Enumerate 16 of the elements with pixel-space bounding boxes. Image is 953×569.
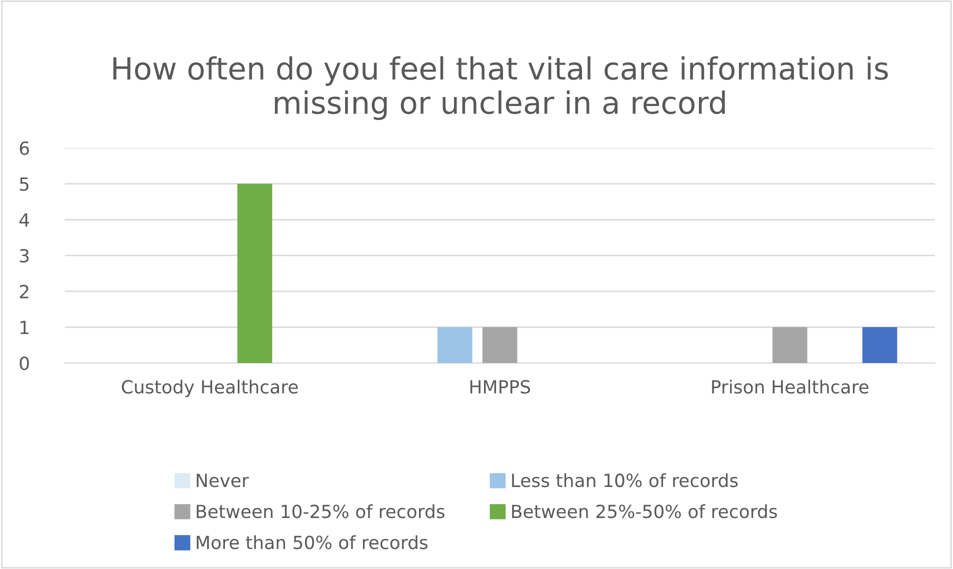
y-tick-label: 0 <box>20 356 29 370</box>
legend-label: Between 25%-50% of records <box>512 504 777 518</box>
y-tick-label: 6 <box>20 141 29 156</box>
x-tick-label: HMPPS <box>470 380 530 394</box>
x-tick-label: Prison Healthcare <box>712 380 868 394</box>
legend-label: Between 10-25% of records <box>196 504 444 518</box>
y-tick-label: 1 <box>20 320 28 334</box>
y-tick-label: 2 <box>20 284 28 298</box>
legend-label: More than 50% of records <box>196 535 428 550</box>
x-tick-label: Custody Healthcare <box>122 380 298 398</box>
y-tick-label: 5 <box>20 177 29 191</box>
legend-label: Never <box>196 474 249 488</box>
y-tick-label: 3 <box>20 248 29 263</box>
y-tick-label: 4 <box>19 213 30 226</box>
legend-label: Less than 10% of records <box>512 473 738 488</box>
chart-title: How often do you feel that vital care information is missing or unclear in a record <box>113 56 888 120</box>
